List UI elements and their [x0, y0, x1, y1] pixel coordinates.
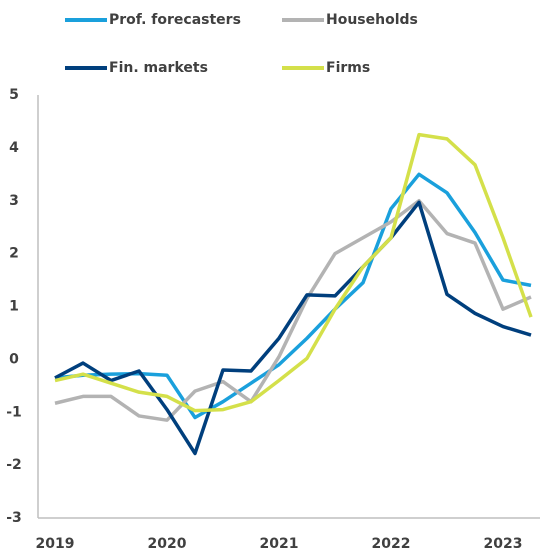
y-tick-label: 1 — [9, 299, 19, 315]
y-tick-label: 3 — [9, 193, 19, 209]
legend-label: Firms — [326, 60, 370, 76]
x-tick-label: 2023 — [484, 536, 523, 552]
x-tick-label: 2019 — [36, 536, 75, 552]
legend-label: Households — [326, 12, 418, 28]
legend-label: Prof. forecasters — [109, 12, 241, 28]
line-series — [54, 132, 533, 413]
y-tick-label: -3 — [6, 510, 22, 526]
x-tick-label: 2021 — [260, 536, 299, 552]
legend-label: Fin. markets — [109, 60, 208, 76]
line-series — [54, 200, 532, 456]
y-tick-label: 2 — [9, 246, 19, 262]
x-tick-label: 2022 — [372, 536, 411, 552]
y-tick-label: 4 — [9, 140, 19, 156]
y-tick-label: 5 — [9, 87, 19, 103]
y-tick-label: -2 — [6, 457, 22, 473]
line-series — [54, 172, 532, 420]
line-series — [54, 199, 532, 422]
y-tick-label: -1 — [6, 404, 22, 420]
y-tick-label: 0 — [9, 351, 19, 367]
x-tick-label: 2020 — [148, 536, 187, 552]
